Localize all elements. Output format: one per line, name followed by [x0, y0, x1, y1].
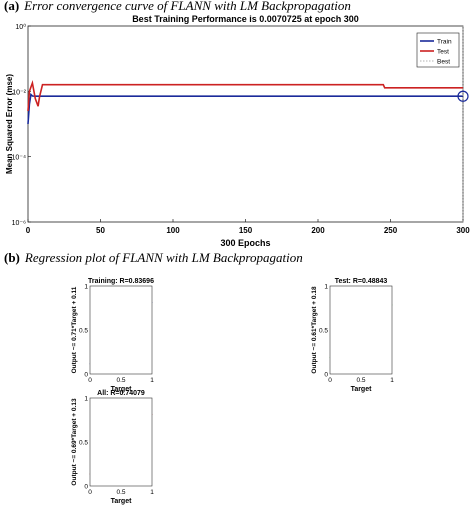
training-axes-box: [object SVGGElement] [89, 285, 153, 375]
legend-label-test: Test [437, 49, 449, 56]
caption-b: (b) Regression plot of FLANN with LM Back… [4, 250, 303, 266]
convergence-y-tick-label: 10⁻² [12, 89, 26, 96]
convergence-y-label: Mean Squared Error (mse) [5, 74, 14, 174]
test-x-tick-label: 0 [328, 377, 332, 384]
all-x-tick-label: 0 [88, 489, 92, 496]
training-y-tick-label: 1 [84, 284, 88, 291]
training-x-tick-label: 1 [150, 377, 154, 384]
convergence-y-tick-label: 10⁻⁶ [12, 220, 26, 227]
caption-a-text: Error convergence curve of FLANN with LM… [24, 0, 351, 13]
test-axes-box: [object SVGGElement] [329, 285, 393, 375]
training-y-tick-label: 0.5 [79, 328, 88, 335]
caption-a: (a) Error convergence curve of FLANN with… [4, 0, 351, 14]
test-y-tick-label: 1 [324, 284, 328, 291]
caption-a-letter: (a) [4, 0, 20, 13]
convergence-x-tick-label: 200 [311, 226, 325, 235]
series-test-line [27, 79, 463, 112]
all-x-label: Target [111, 498, 133, 505]
convergence-x-tick-label: 300 [456, 226, 470, 235]
test-x-tick-label: 1 [390, 377, 394, 384]
legend-label-train: Train [437, 39, 452, 46]
caption-b-text: Regression plot of FLANN with LM Backpro… [24, 250, 303, 265]
legend-label-best: Best [437, 59, 450, 66]
test-x-tick-label: 0.5 [356, 377, 365, 384]
test-y-tick-label: 0 [324, 372, 328, 379]
convergence-x-tick-label: 150 [239, 226, 253, 235]
convergence-y-tick-label: 10⁰ [15, 23, 26, 31]
all-y-tick-label: 0 [84, 484, 88, 491]
caption-b-letter: (b) [4, 250, 20, 265]
best-epoch-marker [457, 90, 469, 102]
convergence-x-tick-label: 100 [166, 226, 180, 235]
training-x-label: Target [111, 386, 133, 393]
training-y-label: Output ~= 0.71*Target + 0.11 [71, 286, 78, 373]
training-x-tick-label: 0 [88, 377, 92, 384]
all-y-tick-label: 1 [84, 396, 88, 403]
test-x-label: Target [351, 386, 373, 393]
training-title: Training: R=0.83696 [88, 278, 154, 285]
convergence-title: Best Training Performance is 0.0070725 a… [132, 14, 359, 24]
training-x-tick-label: 0.5 [116, 377, 125, 384]
convergence-x-tick-label: 0 [26, 226, 31, 235]
all-y-tick-label: 0.5 [79, 440, 88, 447]
convergence-x-tick-label: 50 [96, 226, 105, 235]
test-y-label: Output ~= 0.61*Target + 0.18 [311, 286, 318, 374]
test-title: Test: R=0.48843 [335, 278, 388, 285]
training-y-tick-label: 0 [84, 372, 88, 379]
test-y-tick-label: 0.5 [319, 328, 328, 335]
all-axes-box: [object SVGGElement] [89, 397, 153, 487]
convergence-x-label: 300 Epochs [220, 238, 270, 248]
convergence-axes-box [27, 25, 464, 223]
all-x-tick-label: 1 [150, 489, 154, 496]
convergence-x-tick-label: 250 [384, 226, 398, 235]
all-y-label: Output ~= 0.69*Target + 0.13 [71, 398, 78, 486]
all-title: All: R=0.74079 [97, 390, 145, 397]
convergence-y-tick-label: 10⁻⁴ [12, 155, 27, 162]
all-x-tick-label: 0.5 [116, 489, 125, 496]
